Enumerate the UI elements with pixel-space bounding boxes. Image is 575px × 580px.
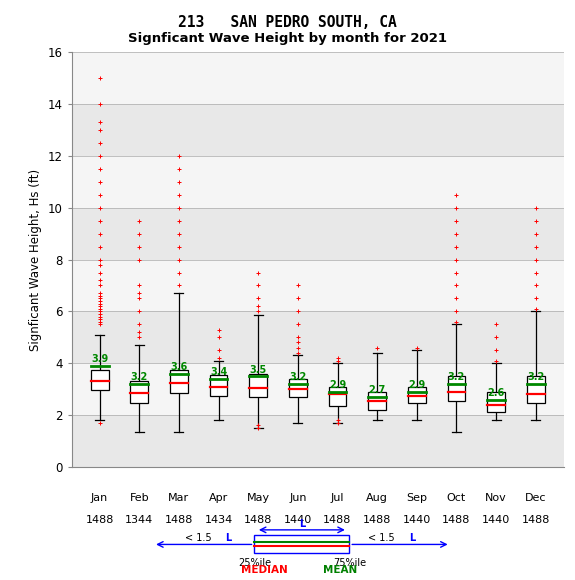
Text: 3.2: 3.2: [527, 372, 545, 382]
Text: 3.9: 3.9: [91, 354, 108, 364]
Text: 1488: 1488: [442, 515, 471, 525]
Text: Mar: Mar: [168, 493, 190, 503]
Text: < 1.5: < 1.5: [185, 533, 214, 543]
Bar: [72, 311, 564, 363]
Text: 1440: 1440: [402, 515, 431, 525]
Text: 3.2: 3.2: [131, 372, 148, 382]
Bar: [250, 374, 267, 397]
Text: 3.2: 3.2: [289, 372, 306, 382]
Bar: [527, 376, 545, 404]
Text: 1488: 1488: [363, 515, 392, 525]
Text: MEAN: MEAN: [323, 564, 357, 575]
Text: 2.6: 2.6: [488, 388, 505, 398]
Text: 2.9: 2.9: [329, 380, 346, 390]
Text: Feb: Feb: [129, 493, 149, 503]
Bar: [72, 156, 564, 208]
Text: 2.9: 2.9: [408, 380, 426, 390]
Text: 1440: 1440: [482, 515, 510, 525]
Text: Sep: Sep: [407, 493, 427, 503]
Bar: [210, 375, 228, 396]
Text: L: L: [299, 520, 305, 530]
Text: Jan: Jan: [91, 493, 108, 503]
Bar: [131, 382, 148, 404]
Bar: [170, 369, 188, 393]
Text: Apr: Apr: [209, 493, 228, 503]
Bar: [254, 535, 350, 553]
Text: Dec: Dec: [525, 493, 546, 503]
Text: 1488: 1488: [323, 515, 352, 525]
Text: Signficant Wave Height by month for 2021: Signficant Wave Height by month for 2021: [128, 32, 447, 45]
Text: 1434: 1434: [205, 515, 233, 525]
Text: 1488: 1488: [86, 515, 114, 525]
Text: 3.2: 3.2: [448, 372, 465, 382]
Bar: [289, 379, 307, 397]
Bar: [408, 386, 426, 404]
Text: Aug: Aug: [366, 493, 388, 503]
Text: 1488: 1488: [522, 515, 550, 525]
Text: Jul: Jul: [331, 493, 344, 503]
Bar: [91, 369, 109, 390]
Bar: [368, 392, 386, 410]
Bar: [72, 104, 564, 156]
Bar: [447, 376, 465, 401]
Bar: [72, 363, 564, 415]
Bar: [72, 415, 564, 467]
Text: 75%ile: 75%ile: [333, 558, 366, 568]
Bar: [72, 208, 564, 260]
Text: 3.4: 3.4: [210, 367, 227, 377]
Text: Oct: Oct: [447, 493, 466, 503]
Text: 3.5: 3.5: [250, 365, 267, 375]
Text: 1440: 1440: [283, 515, 312, 525]
Text: 2.7: 2.7: [369, 385, 386, 396]
Text: 25%ile: 25%ile: [238, 558, 271, 568]
Text: L: L: [409, 533, 415, 543]
Text: < 1.5: < 1.5: [369, 533, 398, 543]
Bar: [72, 260, 564, 311]
Bar: [328, 386, 346, 406]
Text: L: L: [225, 533, 232, 543]
Text: 1488: 1488: [164, 515, 193, 525]
Text: 3.6: 3.6: [170, 362, 187, 372]
Y-axis label: Signficant Wave Height, Hs (ft): Signficant Wave Height, Hs (ft): [29, 168, 43, 351]
Text: Nov: Nov: [485, 493, 507, 503]
Text: May: May: [247, 493, 270, 503]
Bar: [487, 392, 505, 412]
Text: MEDIAN: MEDIAN: [240, 564, 288, 575]
Text: 213   SAN PEDRO SOUTH, CA: 213 SAN PEDRO SOUTH, CA: [178, 15, 397, 30]
Text: 1344: 1344: [125, 515, 154, 525]
Text: Jun: Jun: [289, 493, 306, 503]
Text: 1488: 1488: [244, 515, 273, 525]
Bar: [72, 52, 564, 104]
